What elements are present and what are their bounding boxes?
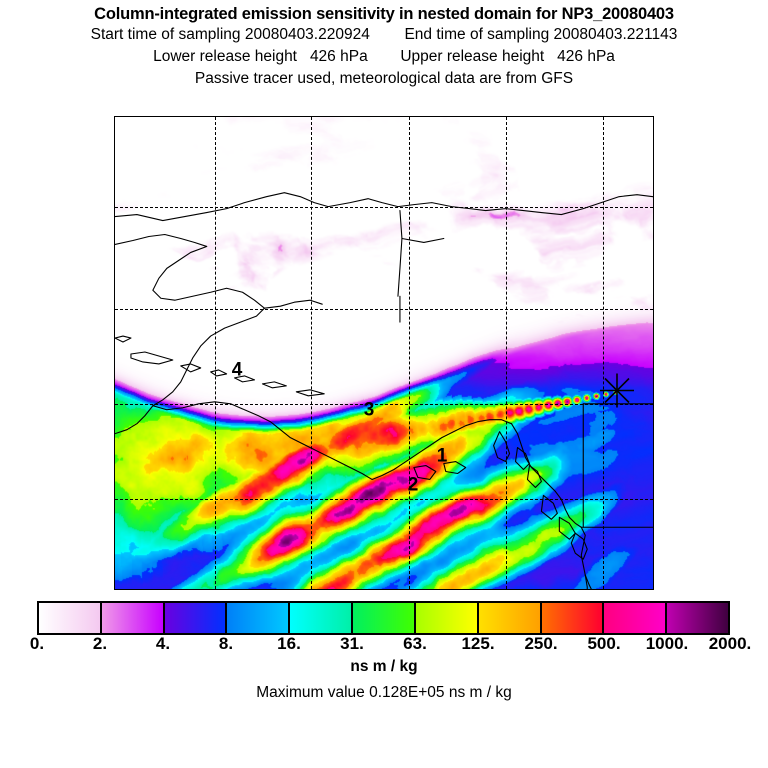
colorbar-tick-label: 16.: [277, 634, 301, 653]
colorbar: [37, 601, 730, 635]
header-block: Column-integrated emission sensitivity i…: [0, 0, 768, 90]
emission-sensitivity-field: [115, 117, 653, 589]
page-title: Column-integrated emission sensitivity i…: [94, 5, 674, 23]
trajectory-day-marker: 1: [436, 445, 448, 467]
colorbar-segment: [39, 603, 100, 633]
coastline-overlay: [115, 117, 653, 589]
colorbar-segment: [539, 603, 603, 633]
maximum-value-label: Maximum value 0.128E+05 ns m / kg: [256, 684, 512, 701]
colorbar-tick-label: 250.: [524, 634, 558, 653]
colorbar-segment: [476, 603, 540, 633]
colorbar-tick-label: 8.: [218, 634, 234, 653]
lower-release-height-label: Lower release height: [153, 48, 297, 65]
release-height-row: Lower release height 426 hPa Upper relea…: [0, 46, 768, 68]
colorbar-tick-label: 125.: [461, 634, 495, 653]
colorbar-tick-labels: 0. 2. 4. 8. 16. 31. 63. 125. 250. 500. 1000. 2000.: [0, 633, 768, 655]
colorbar-segment: [288, 603, 352, 633]
trajectory-day-marker: 4: [231, 359, 243, 381]
colorbar-tick-label: 2.: [92, 634, 108, 653]
colorbar-tick-label: 4.: [155, 634, 171, 653]
colorbar-tick-label: 0.: [29, 634, 45, 653]
upper-release-height-label: Upper release height: [400, 48, 545, 65]
colorbar-units-label: ns m / kg: [350, 658, 418, 675]
colorbar-tick-label: 500.: [587, 634, 621, 653]
start-time-value: 20080403.220924: [244, 26, 370, 43]
colorbar-segment: [665, 603, 728, 633]
sampling-times-row: Start time of sampling 20080403.220924 E…: [0, 24, 768, 46]
upper-release-height-value: 426 hPa: [557, 48, 615, 65]
trajectory-day-marker: 2: [407, 474, 419, 496]
end-time-label: End time of sampling: [404, 26, 550, 43]
colorbar-segment: [602, 603, 666, 633]
lower-release-height-value: 426 hPa: [309, 48, 368, 65]
tracer-note: Passive tracer used, meteorological data…: [194, 70, 574, 87]
colorbar-tick-label: 1000.: [645, 634, 689, 653]
colorbar-tick-label: 63.: [403, 634, 427, 653]
end-time-value: 20080403.221143: [553, 26, 678, 43]
colorbar-tick-label: 2000.: [708, 634, 752, 653]
colorbar-segment: [351, 603, 414, 633]
start-time-label: Start time of sampling: [90, 26, 241, 43]
trajectory-day-marker: 3: [363, 399, 375, 421]
colorbar-segment: [99, 603, 163, 633]
colorbar-segment: [413, 603, 477, 633]
colorbar-tick-label: 31.: [340, 634, 364, 653]
colorbar-segment: [162, 603, 226, 633]
colorbar-segment: [225, 603, 289, 633]
release-point-marker: [597, 371, 637, 416]
